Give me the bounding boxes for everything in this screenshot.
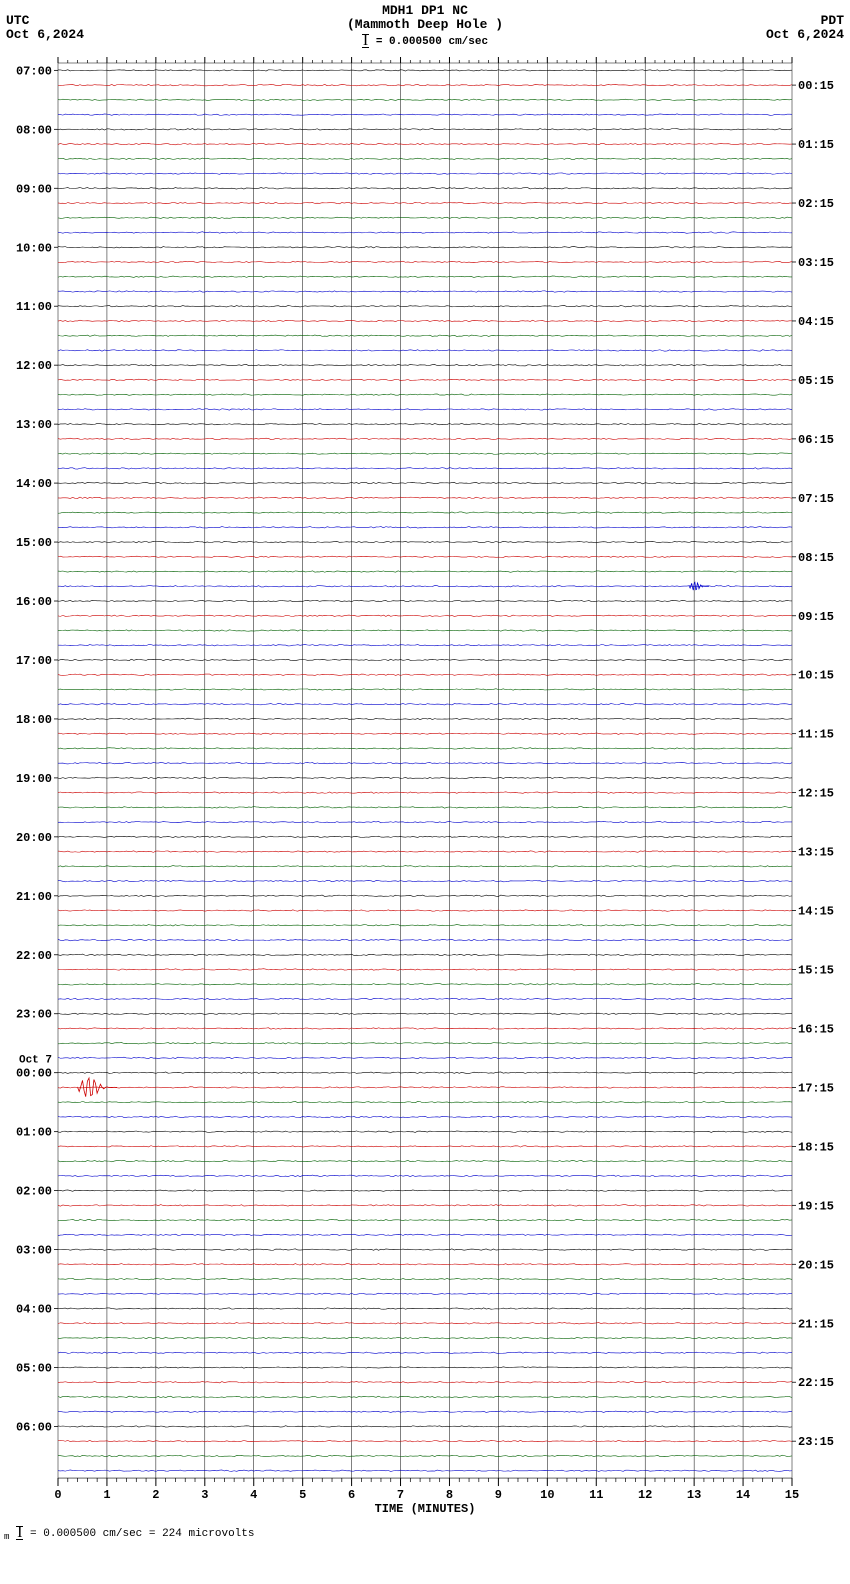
svg-text:19:00: 19:00 — [16, 772, 52, 786]
svg-text:04:00: 04:00 — [16, 1303, 52, 1317]
svg-text:22:00: 22:00 — [16, 949, 52, 963]
left-tz-date: Oct 6,2024 — [6, 28, 84, 42]
svg-text:07:00: 07:00 — [16, 64, 52, 78]
right-tz-label: PDT — [766, 14, 844, 28]
svg-text:21:15: 21:15 — [798, 1317, 834, 1331]
svg-text:15: 15 — [785, 1488, 799, 1502]
station-name: (Mammoth Deep Hole ) — [0, 18, 850, 32]
svg-text:08:15: 08:15 — [798, 551, 834, 565]
right-tz-date: Oct 6,2024 — [766, 28, 844, 42]
svg-text:08:00: 08:00 — [16, 123, 52, 137]
svg-text:3: 3 — [201, 1488, 208, 1502]
svg-text:8: 8 — [446, 1488, 453, 1502]
svg-text:12: 12 — [638, 1488, 652, 1502]
svg-text:Oct 7: Oct 7 — [19, 1055, 52, 1067]
svg-text:16:00: 16:00 — [16, 595, 52, 609]
svg-text:11:00: 11:00 — [16, 300, 52, 314]
svg-text:02:15: 02:15 — [798, 197, 834, 211]
footer-sub: m — [4, 1531, 10, 1542]
svg-text:11:15: 11:15 — [798, 728, 834, 742]
right-timezone: PDT Oct 6,2024 — [766, 14, 844, 42]
title-block: MDH1 DP1 NC (Mammoth Deep Hole ) I = 0.0… — [0, 4, 850, 48]
footer-scale-bar-icon: I — [16, 1526, 23, 1540]
left-tz-label: UTC — [6, 14, 84, 28]
svg-text:11: 11 — [589, 1488, 603, 1502]
svg-text:01:00: 01:00 — [16, 1126, 52, 1140]
svg-text:17:15: 17:15 — [798, 1081, 834, 1095]
station-code: MDH1 DP1 NC — [0, 4, 850, 18]
svg-text:23:00: 23:00 — [16, 1008, 52, 1022]
svg-text:10: 10 — [540, 1488, 554, 1502]
svg-text:03:15: 03:15 — [798, 256, 834, 270]
svg-text:4: 4 — [250, 1488, 257, 1502]
scale-indicator: I = 0.000500 cm/sec — [0, 34, 850, 48]
svg-text:05:00: 05:00 — [16, 1361, 52, 1375]
scale-bar-icon: I — [362, 34, 369, 48]
svg-text:09:00: 09:00 — [16, 182, 52, 196]
svg-text:10:15: 10:15 — [798, 669, 834, 683]
scale-value: = 0.000500 cm/sec — [376, 36, 488, 48]
helicorder-plot: 07:00 08:00 09:00 10:00 11:00 12:00 13:00 14:00… — [0, 55, 850, 1520]
svg-text:09:15: 09:15 — [798, 610, 834, 624]
svg-text:02:00: 02:00 — [16, 1185, 52, 1199]
svg-text:5: 5 — [299, 1488, 306, 1502]
svg-text:13: 13 — [687, 1488, 701, 1502]
svg-text:13:00: 13:00 — [16, 418, 52, 432]
svg-text:21:00: 21:00 — [16, 890, 52, 904]
svg-text:9: 9 — [495, 1488, 502, 1502]
svg-text:04:15: 04:15 — [798, 315, 834, 329]
svg-text:15:00: 15:00 — [16, 536, 52, 550]
svg-text:19:15: 19:15 — [798, 1199, 834, 1213]
svg-text:06:00: 06:00 — [16, 1420, 52, 1434]
svg-text:16:15: 16:15 — [798, 1022, 834, 1036]
svg-text:18:15: 18:15 — [798, 1140, 834, 1154]
svg-text:12:15: 12:15 — [798, 787, 834, 801]
svg-text:03:00: 03:00 — [16, 1244, 52, 1258]
svg-text:14:00: 14:00 — [16, 477, 52, 491]
svg-text:2: 2 — [152, 1488, 159, 1502]
svg-text:00:00: 00:00 — [16, 1067, 52, 1081]
svg-text:17:00: 17:00 — [16, 654, 52, 668]
svg-text:20:15: 20:15 — [798, 1258, 834, 1272]
svg-text:10:00: 10:00 — [16, 241, 52, 255]
svg-text:18:00: 18:00 — [16, 713, 52, 727]
svg-text:6: 6 — [348, 1488, 355, 1502]
svg-text:23:15: 23:15 — [798, 1435, 834, 1449]
footer: m I = 0.000500 cm/sec = 224 microvolts — [0, 1520, 850, 1542]
svg-text:22:15: 22:15 — [798, 1376, 834, 1390]
svg-text:06:15: 06:15 — [798, 433, 834, 447]
svg-text:7: 7 — [397, 1488, 404, 1502]
helicorder-svg: 07:00 08:00 09:00 10:00 11:00 12:00 13:00 14:00… — [0, 55, 850, 1520]
svg-text:14:15: 14:15 — [798, 905, 834, 919]
svg-text:01:15: 01:15 — [798, 138, 834, 152]
svg-text:00:15: 00:15 — [798, 79, 834, 93]
svg-text:14: 14 — [736, 1488, 750, 1502]
svg-text:05:15: 05:15 — [798, 374, 834, 388]
svg-text:0: 0 — [54, 1488, 61, 1502]
svg-text:TIME (MINUTES): TIME (MINUTES) — [375, 1502, 476, 1516]
svg-text:20:00: 20:00 — [16, 831, 52, 845]
left-timezone: UTC Oct 6,2024 — [6, 14, 84, 42]
header: MDH1 DP1 NC (Mammoth Deep Hole ) I = 0.0… — [0, 0, 850, 55]
svg-text:15:15: 15:15 — [798, 964, 834, 978]
svg-text:12:00: 12:00 — [16, 359, 52, 373]
svg-text:13:15: 13:15 — [798, 846, 834, 860]
svg-text:07:15: 07:15 — [798, 492, 834, 506]
footer-text: = 0.000500 cm/sec = 224 microvolts — [30, 1528, 254, 1540]
svg-text:1: 1 — [103, 1488, 110, 1502]
